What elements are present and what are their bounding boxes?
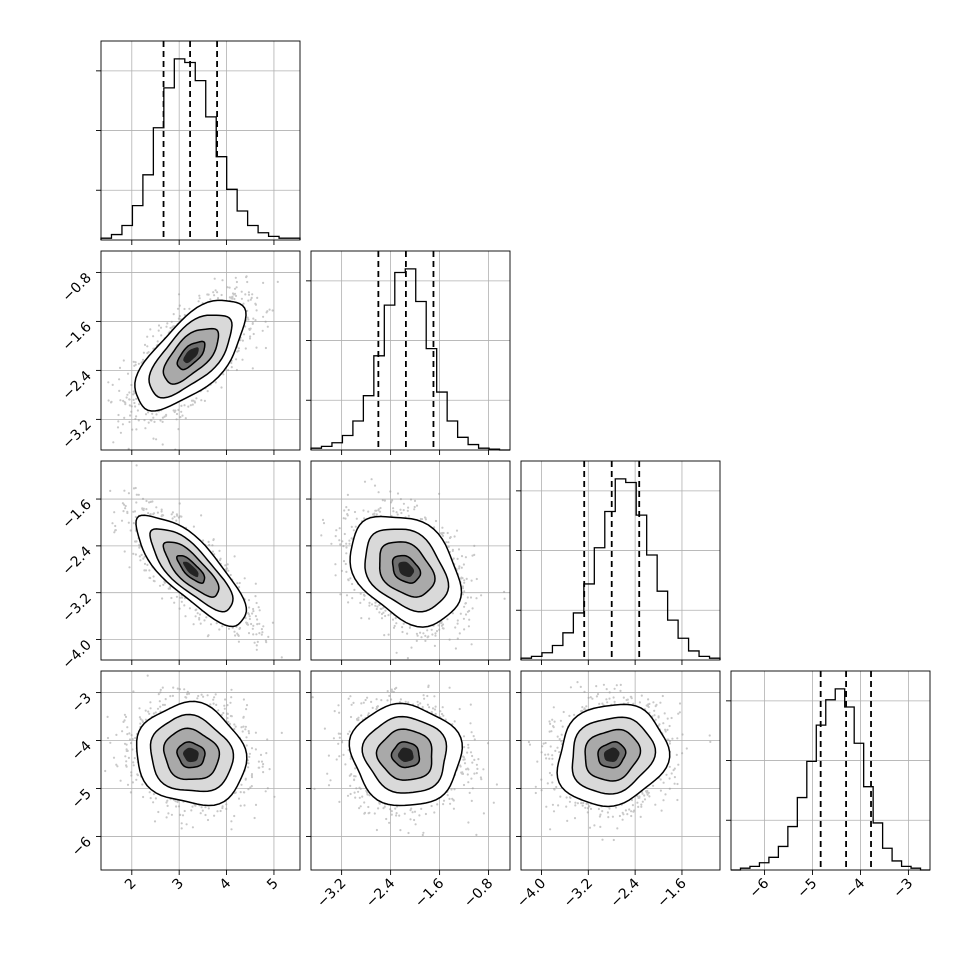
panel-frame — [730, 670, 931, 871]
y-tick-label-3-1: −5 — [69, 786, 95, 812]
contour-line-1 — [375, 728, 433, 781]
density-core — [183, 347, 199, 364]
panel-frame — [100, 460, 301, 661]
x-tick-label-0-3: 5 — [264, 876, 282, 894]
x-tick-label-1-1: −2.4 — [363, 875, 398, 910]
histogram-panel-1 — [306, 250, 511, 455]
contour-line-0 — [390, 741, 421, 769]
y-tick-label-1-3: −0.8 — [59, 270, 94, 305]
y-tick-label-2-1: −3.2 — [59, 590, 94, 625]
panel-frame — [100, 40, 301, 241]
panel-frame — [310, 670, 511, 871]
panel-frame — [100, 670, 301, 871]
panel-frame — [520, 460, 721, 661]
contour-line-2 — [148, 314, 233, 399]
panel-frame — [310, 250, 511, 451]
y-tick-label-2-2: −2.4 — [59, 543, 94, 578]
histogram-step-3 — [731, 688, 930, 871]
density-core — [183, 561, 199, 578]
histogram-step-1 — [310, 268, 510, 451]
x-tick-label-0-1: 3 — [169, 876, 187, 894]
y-tick-label-1-0: −3.2 — [59, 417, 94, 452]
scatter-panel-1-0: −3.2 −2.4 −1.6 −0.8 — [59, 250, 301, 455]
scatter-panel-2-0: −4.0 −3.2 −2.4 −1.6 — [59, 460, 301, 672]
x-tick-label-1-2: −1.6 — [412, 875, 447, 910]
histogram-panel-0 — [96, 40, 301, 245]
contour-line-3 — [135, 514, 248, 628]
x-tick-label-2-2: −2.4 — [608, 875, 643, 910]
contour-line-0 — [391, 554, 422, 584]
contour-line-3 — [134, 299, 247, 412]
x-tick-label-2-0: −4.0 — [514, 876, 549, 911]
y-tick-label-3-0: −6 — [69, 834, 95, 860]
contour-line-1 — [162, 727, 221, 781]
contour-line-2 — [364, 528, 450, 613]
x-tick-label-3-2: −4 — [842, 875, 868, 901]
scatter-panel-3-2: −4.0 −3.2 −2.4 −1.6 — [514, 670, 721, 911]
y-tick-label-2-0: −4.0 — [59, 637, 94, 672]
y-tick-label-3-3: −3 — [69, 690, 95, 716]
y-tick-label-2-3: −1.6 — [59, 496, 94, 531]
scatter-panel-3-1: −3.2 −2.4 −1.6 −0.8 — [306, 670, 511, 911]
density-core — [397, 747, 414, 762]
contour-line-2 — [571, 716, 657, 795]
histogram-step-0 — [100, 58, 301, 240]
y-tick-label-1-1: −2.4 — [59, 368, 94, 403]
x-tick-label-0-0: 2 — [122, 876, 140, 894]
y-tick-label-3-2: −4 — [69, 738, 95, 764]
contour-line-3 — [556, 703, 671, 808]
y-tick-label-1-2: −1.6 — [59, 319, 94, 354]
density-core — [603, 747, 620, 762]
scatter-panel-3-0: 2 3 4 5 −6 −5 −4 −3 — [69, 670, 301, 894]
contour-line-1 — [162, 541, 220, 598]
histogram-step-2 — [520, 478, 721, 660]
histogram-panel-2 — [516, 460, 721, 665]
contour-line-2 — [149, 528, 234, 613]
panel-frame — [520, 670, 721, 871]
panel-frame — [310, 460, 511, 661]
x-tick-label-2-3: −1.6 — [654, 875, 689, 910]
density-core — [398, 561, 415, 578]
scatter-panel-2-1 — [306, 460, 511, 665]
contour-line-3 — [135, 700, 248, 807]
contour-line-1 — [378, 541, 436, 598]
contour-line-0 — [597, 741, 627, 769]
x-tick-label-3-0: −6 — [746, 875, 772, 901]
x-tick-label-1-3: −0.8 — [461, 876, 496, 911]
contour-line-3 — [348, 702, 464, 807]
histogram-panel-3: −6 −5 −4 −3 — [726, 670, 931, 902]
x-tick-label-2-1: −3.2 — [561, 876, 596, 911]
contour-line-1 — [162, 327, 220, 385]
x-tick-label-0-2: 4 — [217, 875, 235, 893]
panel-frame — [100, 250, 301, 451]
contour-line-2 — [361, 715, 448, 794]
contour-line-1 — [584, 728, 642, 782]
x-tick-label-3-3: −3 — [890, 876, 916, 902]
contour-line-3 — [349, 515, 463, 628]
density-core — [183, 747, 199, 763]
x-tick-label-3-1: −5 — [794, 876, 820, 902]
contour-line-2 — [149, 713, 235, 793]
contour-line-0 — [176, 741, 206, 769]
contour-line-0 — [176, 340, 206, 371]
contour-line-0 — [176, 554, 206, 584]
x-tick-label-1-0: −3.2 — [314, 876, 349, 911]
